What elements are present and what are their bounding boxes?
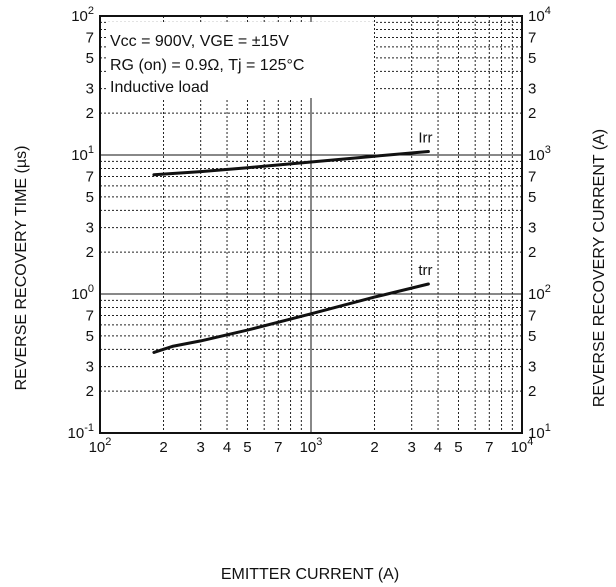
y-tick-label-right: 3 [528, 359, 536, 376]
y-axis-title-right: REVERSE RECOVERY CURRENT (A) [591, 129, 608, 407]
y-tick-label-right: 102 [528, 283, 551, 303]
y-tick-label-left: 10-1 [68, 422, 94, 442]
x-tick-label: 7 [274, 439, 282, 456]
annotation-line-3: Inductive load [110, 79, 209, 96]
x-tick-label: 5 [454, 439, 462, 456]
y-tick-label-right: 7 [528, 30, 536, 47]
x-axis-title: EMITTER CURRENT (A) [221, 566, 399, 583]
plot-frame [99, 15, 523, 434]
x-tick-label: 104 [511, 436, 534, 456]
y-tick-label-right: 2 [528, 244, 536, 261]
y-tick-label-right: 3 [528, 220, 536, 237]
y-tick-label-right: 103 [528, 144, 551, 164]
y-tick-label-right: 7 [528, 308, 536, 325]
annotation-box: Vcc = 900V, VGE = ±15V RG (on) = 0.9Ω, T… [106, 22, 374, 98]
annotation-line-1: Vcc = 900V, VGE = ±15V [110, 33, 289, 50]
y-axis-title-left: REVERSE RECOVERY TIME (µs) [13, 146, 30, 391]
y-tick-label-right: 5 [528, 328, 536, 345]
x-tick-label: 7 [485, 439, 493, 456]
y-tick-label-left: 5 [86, 50, 94, 67]
y-tick-label-left: 3 [86, 359, 94, 376]
series-label-trr: trr [418, 262, 432, 279]
tick-labels: 102 2 3 4 5 7 103 2 3 4 5 7 10410-123571002357101235… [68, 5, 551, 456]
series-lines: Irr trr [152, 129, 433, 354]
y-tick-label-right: 101 [528, 422, 551, 442]
x-tick-label: 2 [370, 439, 378, 456]
annotation-background [106, 22, 374, 98]
y-tick-label-right: 3 [528, 81, 536, 98]
y-tick-label-left: 3 [86, 220, 94, 237]
y-tick-label-left: 2 [86, 244, 94, 261]
x-tick-label: 102 [89, 436, 112, 456]
y-tick-label-left: 7 [86, 308, 94, 325]
series-label-irr: Irr [418, 129, 432, 146]
y-tick-label-left: 2 [86, 105, 94, 122]
y-tick-label-left: 102 [71, 5, 94, 25]
y-tick-label-left: 3 [86, 81, 94, 98]
y-tick-label-left: 7 [86, 30, 94, 47]
y-tick-label-left: 101 [71, 144, 94, 164]
x-tick-label: 4 [223, 439, 231, 456]
y-tick-label-left: 5 [86, 328, 94, 345]
x-tick-label: 2 [159, 439, 167, 456]
x-tick-label: 3 [408, 439, 416, 456]
y-tick-label-left: 5 [86, 189, 94, 206]
y-tick-label-right: 5 [528, 189, 536, 206]
series-line-irr [152, 150, 430, 177]
y-tick-label-left: 100 [71, 283, 94, 303]
annotation-line-2: RG (on) = 0.9Ω, Tj = 125°C [110, 57, 304, 74]
x-tick-label: 5 [243, 439, 251, 456]
y-tick-label-right: 104 [528, 5, 551, 25]
y-tick-label-right: 2 [528, 105, 536, 122]
y-tick-label-right: 7 [528, 169, 536, 186]
y-tick-label-right: 2 [528, 383, 536, 400]
x-tick-label: 4 [434, 439, 442, 456]
series-line-trr [152, 282, 430, 354]
y-tick-label-right: 5 [528, 50, 536, 67]
y-tick-label-left: 7 [86, 169, 94, 186]
x-tick-label: 3 [197, 439, 205, 456]
y-tick-label-left: 2 [86, 383, 94, 400]
x-tick-label: 103 [300, 436, 323, 456]
